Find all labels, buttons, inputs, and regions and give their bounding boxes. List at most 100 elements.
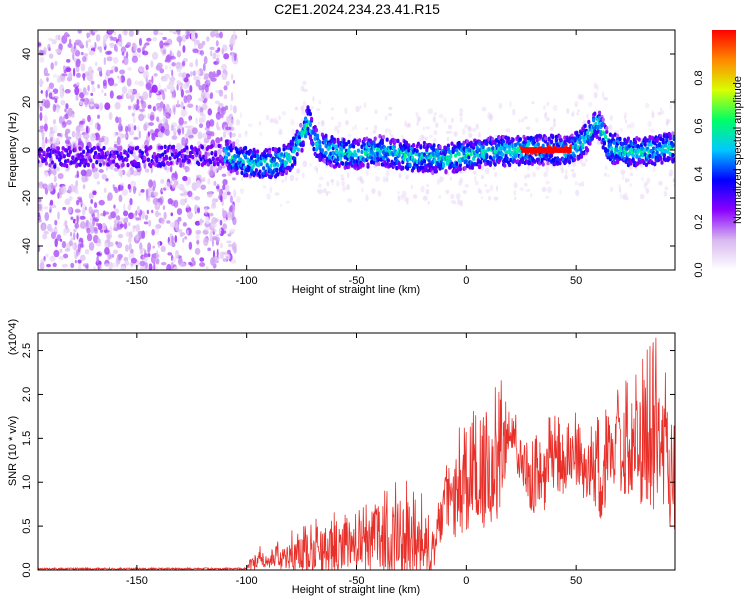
spectrogram-cell — [92, 145, 96, 151]
spectrogram-speckle — [546, 101, 550, 107]
spectrogram-speckle — [83, 97, 90, 106]
spectrogram-speckle — [173, 131, 176, 136]
spectrogram-speckle — [79, 120, 85, 125]
spectrogram-speckle — [187, 103, 194, 108]
spectrogram-speckle — [138, 191, 142, 197]
spectrogram-speckle — [266, 193, 271, 200]
spectrogram-cell — [211, 156, 215, 162]
spectrogram-speckle — [117, 132, 121, 136]
spectrogram-speckle — [131, 112, 135, 117]
spectrogram-speckle — [450, 193, 455, 200]
figure-title: C2E1.2024.234.23.41.R15 — [274, 1, 440, 17]
spectrogram-speckle — [44, 187, 49, 195]
spectrogram-speckle — [580, 93, 585, 101]
spectrogram-speckle — [117, 41, 122, 46]
spectrogram-cell — [304, 127, 308, 132]
spectrogram-speckle — [148, 79, 153, 83]
spectrogram-speckle — [145, 230, 148, 234]
spectrogram-speckle — [117, 256, 122, 261]
spectrogram-cell — [190, 145, 194, 150]
spectrogram-speckle — [132, 225, 136, 233]
spectrogram-speckle — [74, 86, 80, 96]
spectrogram-speckle — [47, 43, 51, 51]
spectrogram-speckle — [237, 143, 241, 149]
spectrogram-speckle — [467, 126, 472, 133]
spectrogram-speckle — [144, 214, 149, 221]
spectrogram-speckle — [189, 62, 194, 68]
spectrogram-cell — [413, 147, 417, 153]
spectrogram-speckle — [65, 225, 69, 229]
spectrogram-speckle — [262, 184, 267, 189]
spectrogram-cell — [464, 159, 468, 164]
spectrogram-speckle — [121, 52, 125, 56]
spectrogram-speckle — [361, 187, 364, 193]
spectrogram-speckle — [289, 174, 295, 182]
spectrogram-speckle — [513, 189, 517, 196]
spectrogram-speckle — [373, 125, 378, 131]
spectrogram-cell — [216, 156, 220, 162]
spectrogram-speckle — [112, 36, 118, 42]
spectrogram-speckle — [347, 172, 350, 179]
spectrogram-speckle — [49, 208, 52, 214]
spectrogram-cell — [587, 119, 591, 125]
spectrogram-speckle — [279, 203, 283, 207]
spectrogram-speckle — [207, 108, 213, 116]
spectrogram-cell — [42, 150, 46, 156]
spectrogram-speckle — [574, 103, 578, 108]
spectrogram-speckle — [277, 115, 282, 121]
spectrogram-speckle — [453, 131, 458, 137]
spectrogram-speckle — [52, 168, 57, 176]
spectrogram-speckle — [570, 168, 575, 173]
spectrogram-cell — [217, 143, 221, 149]
spectrogram-speckle — [544, 111, 547, 115]
spectrogram-speckle — [92, 190, 97, 196]
spectrogram-speckle — [153, 262, 156, 270]
spectrogram-x-tick-label: 50 — [570, 275, 582, 287]
spectrogram-cell — [403, 154, 407, 159]
spectrogram-cell — [510, 150, 514, 156]
spectrogram-cell — [659, 156, 663, 161]
spectrogram-speckle — [204, 73, 209, 79]
spectrogram-cell — [419, 145, 423, 150]
spectrogram-speckle — [99, 229, 104, 233]
spectrogram-speckle — [172, 257, 176, 263]
spectrogram-speckle — [105, 33, 109, 40]
spectrogram-cell — [536, 157, 541, 162]
spectrogram-speckle — [446, 136, 450, 142]
spectrogram-cell — [86, 162, 90, 168]
spectrogram-speckle — [363, 102, 367, 109]
spectrogram-cell — [90, 147, 94, 153]
spectrogram-speckle — [158, 212, 161, 216]
spectrogram-speckle — [162, 92, 166, 101]
spectrogram-speckle — [119, 223, 125, 228]
spectrogram-speckle — [543, 171, 549, 178]
spectrogram-cell — [320, 148, 324, 153]
spectrogram-cell — [424, 167, 428, 173]
spectrogram-cell — [455, 161, 459, 166]
spectrogram-speckle — [302, 160, 308, 168]
spectrogram-speckle — [355, 105, 360, 113]
spectrogram-speckle — [43, 67, 48, 76]
spectrogram-cell — [550, 153, 554, 158]
spectrogram-speckle — [667, 119, 672, 123]
spectrogram-speckle — [185, 137, 189, 145]
spectrogram-speckle — [220, 106, 226, 116]
spectrogram-speckle — [38, 48, 42, 57]
spectrogram-speckle — [81, 55, 87, 63]
spectrogram-speckle — [136, 98, 140, 106]
spectrogram-cell — [432, 147, 436, 152]
spectrogram-speckle — [182, 190, 188, 197]
spectrogram-speckle — [475, 123, 479, 130]
spectrogram-speckle — [518, 119, 521, 123]
spectrogram-speckle — [552, 118, 557, 124]
spectrogram-speckle — [214, 218, 220, 223]
spectrogram-speckle — [76, 232, 79, 240]
spectrogram-speckle — [120, 126, 123, 132]
spectrogram-cell — [210, 144, 214, 149]
spectrogram-speckle — [199, 257, 205, 262]
spectrogram-speckle — [341, 180, 346, 187]
spectrogram-cell — [478, 164, 482, 170]
spectrogram-speckle — [121, 60, 125, 64]
spectrogram-speckle — [443, 117, 447, 124]
spectrogram-speckle — [182, 222, 187, 227]
